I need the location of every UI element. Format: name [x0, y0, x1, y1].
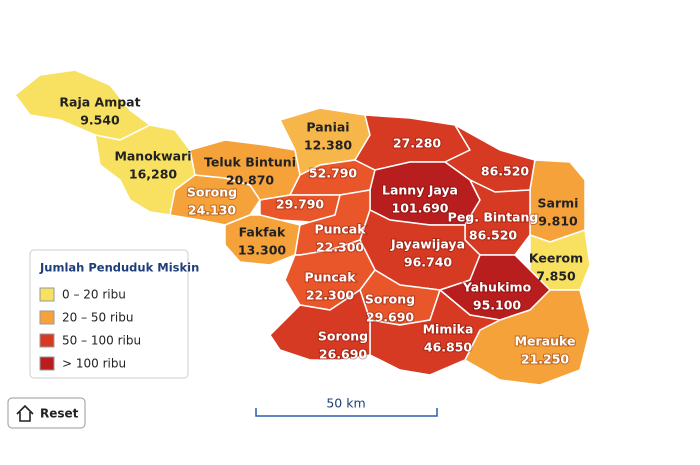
region-value: 12.380	[304, 138, 353, 153]
region-value: 9.540	[80, 113, 120, 128]
region-name: Jayawijaya	[390, 237, 465, 252]
region-value: 29.790	[276, 197, 325, 212]
legend-swatch	[39, 356, 55, 371]
region-name: Keerom	[529, 251, 583, 266]
region-value: 7.850	[536, 269, 576, 284]
region-value: 46.850	[424, 340, 473, 355]
region-name: Sarmi	[538, 196, 579, 211]
region-value: 27.280	[393, 136, 442, 151]
region-name: Fakfak	[239, 225, 286, 240]
legend-label: > 100 ribu	[62, 357, 126, 371]
region-value: 29.690	[366, 310, 415, 325]
region-name: Merauke	[515, 334, 576, 349]
region	[224, 214, 301, 266]
region-name: Manokwari	[114, 149, 191, 164]
legend-swatch	[39, 287, 55, 302]
region-value: 52.790	[309, 166, 358, 181]
region-value: 95.100	[473, 298, 522, 313]
region-labels: Raja Ampat 9.540 Manokwari 16,280 Paniai 12.3…	[59, 95, 583, 368]
region-name: Yahukimo	[462, 280, 532, 295]
legend-label: 50 – 100 ribu	[62, 334, 141, 348]
legend-label: 20 – 50 ribu	[62, 311, 133, 325]
region-name: Lanny Jaya	[382, 183, 458, 198]
legend-swatch	[39, 310, 55, 325]
region-name: Sorong	[187, 185, 237, 200]
region-value: 86.520	[469, 228, 518, 243]
region	[269, 289, 371, 361]
legend-title: Jumlah Penduduk Miskin	[39, 261, 199, 275]
region-value: 9.810	[538, 214, 578, 229]
region-value: 22.300	[316, 240, 365, 255]
scale-line	[255, 408, 438, 417]
region-name: Sorong	[318, 329, 368, 344]
region-value: 20.870	[226, 173, 275, 188]
legend-swatch	[39, 333, 55, 348]
scale-label: 50 km	[326, 396, 365, 411]
region-value: 21.250	[521, 352, 570, 367]
reset-button[interactable]: Reset	[7, 397, 86, 429]
region-value: 16,280	[129, 167, 178, 182]
region-value: 13.300	[238, 243, 287, 258]
legend-label: 0 – 20 ribu	[62, 288, 126, 302]
legend-box	[29, 249, 189, 379]
region-value: 24.130	[188, 203, 237, 218]
region-value: 86.520	[481, 164, 530, 179]
region-value: 96.740	[404, 255, 453, 270]
region-value: 26.690	[319, 347, 368, 362]
regions	[14, 69, 591, 386]
region-value: 22.300	[306, 288, 355, 303]
region-name: Paniai	[306, 120, 349, 135]
legend: Jumlah Penduduk Miskin 0 – 20 ribu 20 – …	[29, 249, 199, 379]
region-name: Peg. Bintang	[448, 210, 539, 225]
scale-bar: 50 km	[255, 396, 438, 417]
region-name: Puncak	[314, 222, 366, 237]
region-name: Sorong	[365, 292, 415, 307]
region-name: Mimika	[423, 322, 474, 337]
reset-label[interactable]: Reset	[40, 407, 79, 421]
reset-icon	[16, 404, 34, 422]
region-name: Puncak	[304, 270, 356, 285]
region-value: 101.690	[392, 201, 449, 216]
region	[369, 289, 501, 376]
region-name: Raja Ampat	[59, 95, 140, 110]
region-name: Teluk Bintuni	[204, 155, 296, 170]
